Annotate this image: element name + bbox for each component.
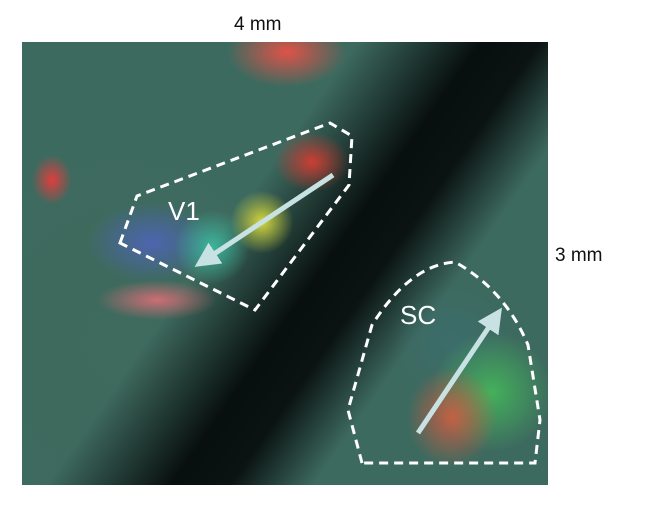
height-scale-label: 3 mm [555,245,603,266]
v1-outline [118,121,354,312]
sc-outline [346,260,542,465]
width-scale-label: 4 mm [234,14,282,35]
v1-label: V1 [168,196,200,226]
v1-arrow [194,172,335,267]
sc-label: SC [400,300,437,330]
sc-arrow [415,307,502,435]
